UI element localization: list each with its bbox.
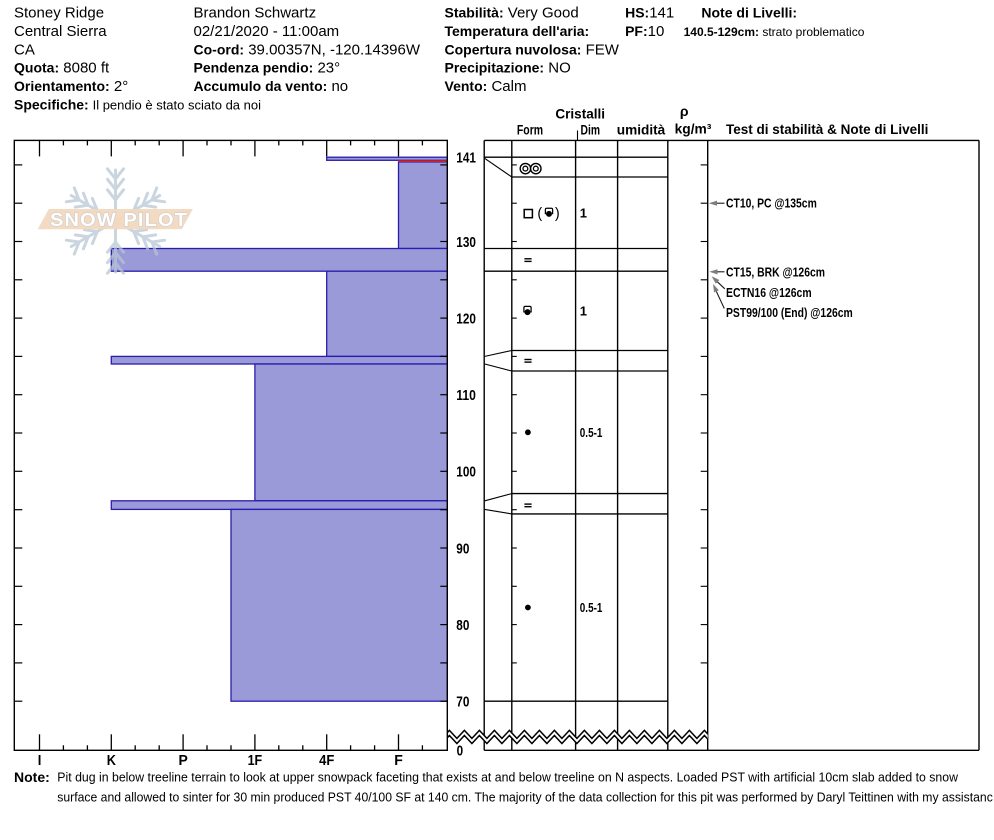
svg-text:02/21/2020 - 11:00am: 02/21/2020 - 11:00am <box>194 23 340 40</box>
svg-text:0.5-1: 0.5-1 <box>580 601 603 615</box>
svg-text:Note:: Note: <box>14 769 50 785</box>
svg-text:Specifiche: Il pendio è stato: Specifiche: Il pendio è stato sciato da … <box>14 97 261 113</box>
svg-text:4F: 4F <box>319 752 334 769</box>
svg-text:): ) <box>555 206 560 222</box>
svg-text:Brandon Schwartz: Brandon Schwartz <box>194 5 317 22</box>
svg-text:Temperatura dell'aria:: Temperatura dell'aria: <box>445 23 590 39</box>
svg-text:F: F <box>394 752 403 769</box>
svg-text:PF:10: PF:10 <box>625 23 664 40</box>
svg-text:110: 110 <box>456 387 476 404</box>
svg-text:HS:141: HS:141 <box>625 5 674 22</box>
svg-text:Accumulo da vento: no: Accumulo da vento: no <box>194 78 349 95</box>
svg-text:ECTN16 @126cm: ECTN16 @126cm <box>726 286 812 300</box>
svg-text:Orientamento: 2°: Orientamento: 2° <box>14 78 128 95</box>
svg-text:Cristalli: Cristalli <box>555 105 605 121</box>
svg-text:SNOW PILOT: SNOW PILOT <box>50 209 188 230</box>
svg-text:Dim: Dim <box>581 121 601 137</box>
svg-text:0.5-1: 0.5-1 <box>580 426 603 440</box>
svg-text:CT10, PC @135cm: CT10, PC @135cm <box>726 197 817 211</box>
svg-text:120: 120 <box>456 310 476 327</box>
svg-text:141: 141 <box>456 150 476 167</box>
svg-text:100: 100 <box>456 464 476 481</box>
svg-text:Pit dug in below treeline terr: Pit dug in below treeline terrain to loo… <box>57 771 959 785</box>
svg-text:Quota: 8080 ft: Quota: 8080 ft <box>14 60 110 77</box>
svg-text:K: K <box>107 752 116 769</box>
svg-text:Co-ord: 39.00357N, -120.14396W: Co-ord: 39.00357N, -120.14396W <box>194 41 421 58</box>
svg-text:80: 80 <box>456 617 469 634</box>
svg-text:1: 1 <box>580 206 587 221</box>
svg-text:0: 0 <box>457 742 464 759</box>
svg-text:Copertura nuvolosa: FEW: Copertura nuvolosa: FEW <box>445 41 620 58</box>
svg-text:90: 90 <box>456 540 469 557</box>
svg-text:Stabilità: Very Good: Stabilità: Very Good <box>445 5 579 22</box>
svg-text:Central Sierra: Central Sierra <box>14 23 107 40</box>
svg-text:Test di stabilità & Note di Li: Test di stabilità & Note di Livelli <box>726 121 928 137</box>
svg-text:Pendenza pendio: 23°: Pendenza pendio: 23° <box>194 60 341 77</box>
svg-text:I: I <box>38 752 42 769</box>
svg-text:kg/m³: kg/m³ <box>675 120 712 136</box>
svg-text:130: 130 <box>456 234 476 251</box>
svg-text:Note di Livelli:: Note di Livelli: <box>701 5 797 21</box>
svg-text:PST99/100 (End) @126cm: PST99/100 (End) @126cm <box>726 306 853 320</box>
svg-text:CT15, BRK @126cm: CT15, BRK @126cm <box>726 265 825 279</box>
svg-text:1F: 1F <box>248 752 263 769</box>
svg-text:(: ( <box>537 206 542 222</box>
svg-text:Stoney Ridge: Stoney Ridge <box>14 5 104 22</box>
svg-text:Form: Form <box>517 121 543 137</box>
svg-text:surface and allowed to sinter: surface and allowed to sinter for 30 min… <box>57 791 993 805</box>
svg-text:Precipitazione: NO: Precipitazione: NO <box>445 60 571 77</box>
svg-text:P: P <box>178 752 187 769</box>
svg-text:1: 1 <box>580 304 587 319</box>
svg-text:70: 70 <box>456 694 469 711</box>
svg-text:140.5-129cm: strato problemati: 140.5-129cm: strato problematico <box>684 25 865 39</box>
svg-text:umidità: umidità <box>617 121 666 137</box>
svg-text:Vento: Calm: Vento: Calm <box>445 78 527 95</box>
svg-text:CA: CA <box>14 41 35 58</box>
svg-text:ρ: ρ <box>680 103 689 119</box>
